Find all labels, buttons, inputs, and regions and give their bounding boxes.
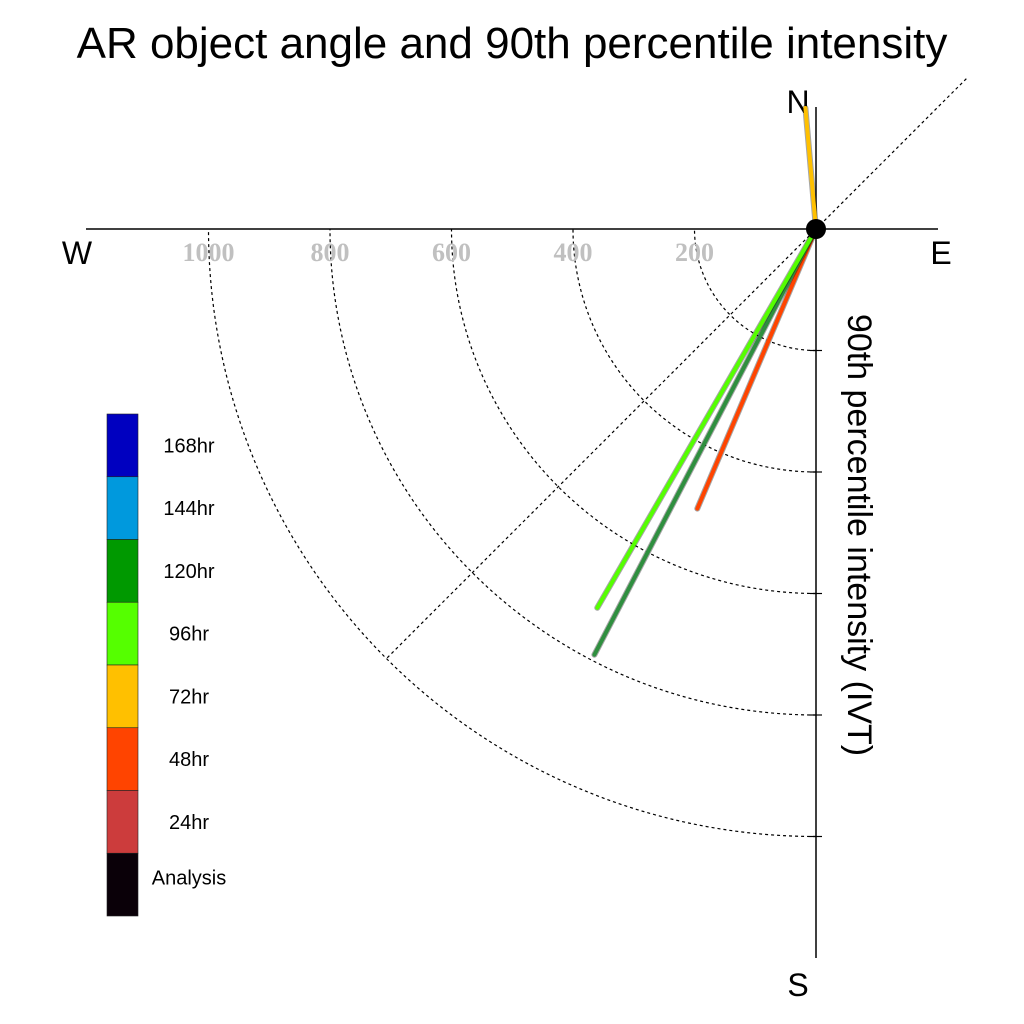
vector-120hr xyxy=(592,227,818,657)
radial-tick-label-400: 400 xyxy=(554,238,593,267)
legend-label-144hr: 144hr xyxy=(163,498,214,520)
grid-arc-600 xyxy=(450,228,817,595)
vector-96hr xyxy=(595,227,818,610)
legend-swatch-48hr xyxy=(106,727,139,791)
polar-grid xyxy=(207,78,967,838)
legend-swatch-144hr xyxy=(106,476,139,540)
legend-label-analysis: Analysis xyxy=(152,868,226,890)
radial-tick-label-200: 200 xyxy=(675,238,714,267)
west-label: W xyxy=(62,235,93,271)
legend-label-48hr: 48hr xyxy=(169,749,209,771)
legend-swatch-analysis xyxy=(106,852,139,917)
legend-label-168hr: 168hr xyxy=(163,435,214,457)
diagonal-reference-line xyxy=(386,78,967,659)
compass-axes xyxy=(86,107,938,958)
legend-label-24hr: 24hr xyxy=(169,812,209,834)
origin-marker xyxy=(806,219,826,239)
legend-label-96hr: 96hr xyxy=(169,624,209,646)
legend-swatch-168hr xyxy=(106,413,139,478)
y-axis-label: 90th percentile intensity (IVT) xyxy=(840,314,878,756)
radial-tick-label-1000: 1000 xyxy=(183,238,235,267)
legend-swatch-24hr xyxy=(106,790,139,854)
vector-series xyxy=(591,104,819,658)
vector-72hr xyxy=(803,105,818,231)
legend-swatch-96hr xyxy=(106,601,139,666)
radial-tick-label-800: 800 xyxy=(311,238,350,267)
legend-label-72hr: 72hr xyxy=(169,686,209,708)
legend-swatch-72hr xyxy=(106,664,139,729)
radial-tick-label-600: 600 xyxy=(432,238,471,267)
legend-label-120hr: 120hr xyxy=(163,561,214,583)
chart-title: AR object angle and 90th percentile inte… xyxy=(77,19,948,68)
grid-arc-400 xyxy=(572,228,817,473)
legend: 168hr 144hr 120hr 96hr 72hr 48hr 24hr Analysis xyxy=(106,413,226,917)
radial-tick-labels: 200 400 600 800 1000 xyxy=(183,238,715,267)
east-label: E xyxy=(930,235,951,271)
grid-arc-1000 xyxy=(207,228,817,838)
south-label: S xyxy=(787,967,808,1003)
vector-48hr xyxy=(695,227,818,511)
grid-arc-200 xyxy=(693,228,817,352)
legend-swatch-120hr xyxy=(106,539,139,603)
grid-arc-800 xyxy=(329,228,817,716)
